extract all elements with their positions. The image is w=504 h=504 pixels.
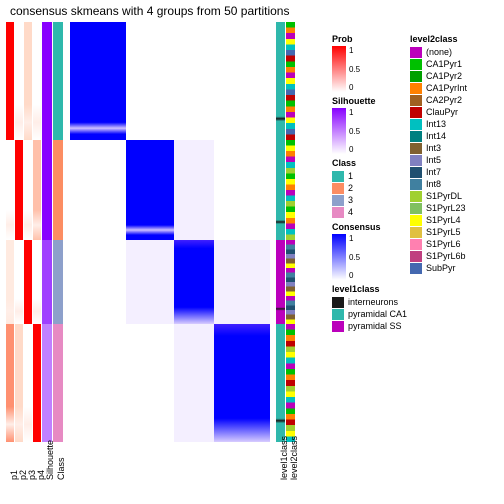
- anno-p4: [33, 22, 41, 442]
- legend-item: S1PyrDL: [410, 190, 467, 202]
- legend-item: interneurons: [332, 296, 502, 308]
- legend-item: (none): [410, 46, 467, 58]
- anno-l2: [286, 22, 295, 442]
- legend-title-level2class: level2class: [410, 34, 467, 44]
- legend-item: S1PyrL5: [410, 226, 467, 238]
- anno-class: [53, 22, 63, 442]
- legend-item: S1PyrL23: [410, 202, 467, 214]
- legend-item: S1PyrL6b: [410, 250, 467, 262]
- anno-p1: [6, 22, 14, 442]
- legend-item: Int14: [410, 130, 467, 142]
- x-axis-labels: p1p2p3p4SilhouetteClasslevel1classlevel2…: [6, 444, 296, 452]
- colorbar-consensus: [332, 234, 346, 280]
- heatmap-complex: [6, 22, 296, 442]
- xlabel-p4: p4: [36, 471, 44, 480]
- legend-item: CA1Pyr2: [410, 70, 467, 82]
- anno-l1: [276, 22, 285, 442]
- colorbar-prob: [332, 46, 346, 92]
- legend-item: Int7: [410, 166, 467, 178]
- legend-title-level1class: level1class: [332, 284, 502, 294]
- xlabel-l2: level2class: [289, 470, 297, 480]
- xlabel-class: Class: [56, 469, 64, 480]
- xlabel-l1: level1class: [279, 470, 287, 480]
- page-title: consensus skmeans with 4 groups from 50 …: [10, 4, 289, 18]
- legend-item: ClauPyr: [410, 106, 467, 118]
- anno-p2: [15, 22, 23, 442]
- legend-item: SubPyr: [410, 262, 467, 274]
- legend-item: pyramidal SS: [332, 320, 502, 332]
- xlabel-p1: p1: [9, 471, 17, 480]
- consensus-heatmap: [70, 22, 270, 442]
- xlabel-p3: p3: [27, 471, 35, 480]
- left-annotations: [6, 22, 64, 442]
- colorbar-silhouette: [332, 108, 346, 154]
- anno-sil: [42, 22, 52, 442]
- legend-item: Int3: [410, 142, 467, 154]
- legend-item: Int8: [410, 178, 467, 190]
- legend-item: Int5: [410, 154, 467, 166]
- legend-item: Int13: [410, 118, 467, 130]
- legend-item: S1PyrL6: [410, 238, 467, 250]
- right-annotations: [276, 22, 296, 442]
- xlabel-sil: Silhouette: [45, 469, 53, 480]
- legend-item: CA1PyrInt: [410, 82, 467, 94]
- legend-item: CA2Pyr2: [410, 94, 467, 106]
- legends-right-col: level2class (none)CA1Pyr1CA1Pyr2CA1PyrInt…: [410, 30, 467, 274]
- legend-item: S1PyrL4: [410, 214, 467, 226]
- legend-item: CA1Pyr1: [410, 58, 467, 70]
- legend-item: pyramidal CA1: [332, 308, 502, 320]
- xlabel-p2: p2: [18, 471, 26, 480]
- anno-p3: [24, 22, 32, 442]
